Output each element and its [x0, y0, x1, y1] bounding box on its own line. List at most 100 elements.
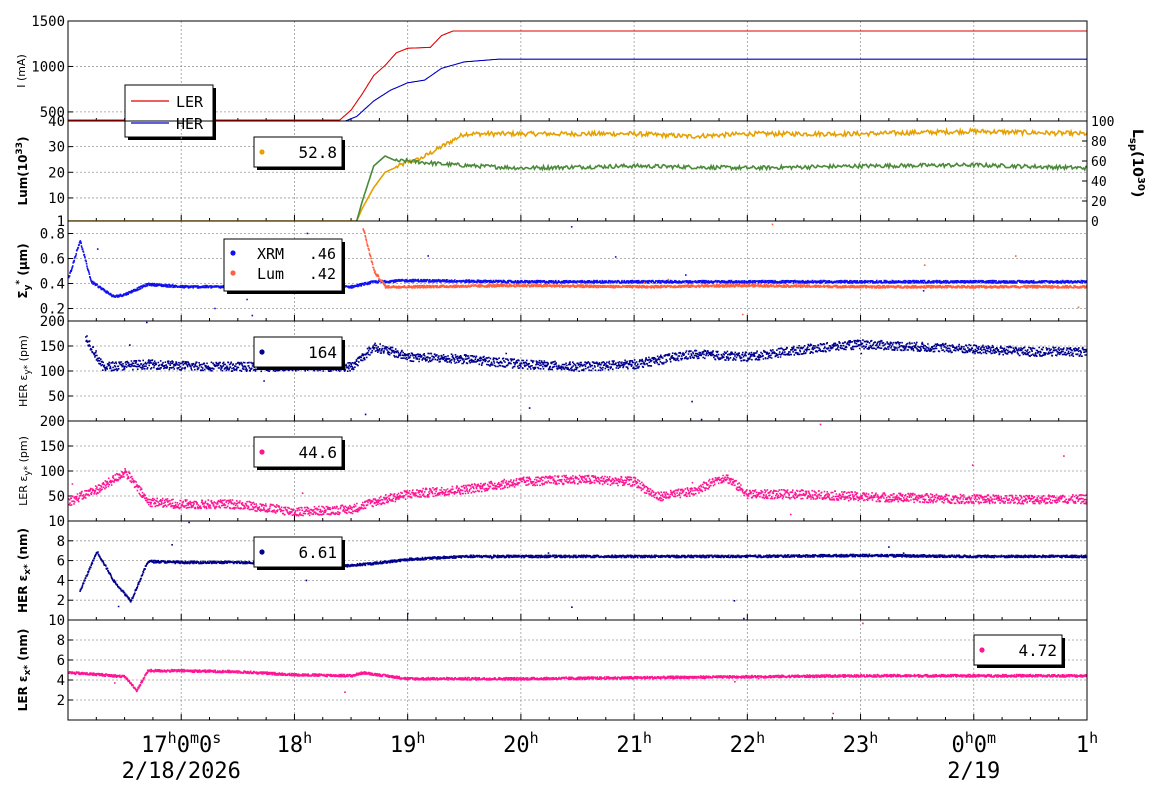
panel-her_eps_y: 50 100 150 200 HER εy* (pm) 164 — [17, 314, 1088, 422]
y-axis-label-part: Σ — [16, 290, 30, 298]
legend-box — [253, 436, 343, 468]
y-axis-label: LER εy* (pm) — [17, 436, 33, 506]
panel-series — [68, 30, 1087, 121]
series-line-Lum — [68, 126, 1087, 221]
xtick-label: 18h — [277, 729, 313, 758]
legend: LER HER — [124, 84, 216, 140]
legend-label: Lum — [257, 265, 284, 283]
y-axis-label-part: x* — [23, 665, 33, 676]
y2tick-label: 60 — [1091, 155, 1107, 170]
legend-value: 6.61 — [298, 543, 337, 562]
xtick-label-part: h — [303, 729, 312, 747]
y-axis-label-part: y* — [23, 465, 33, 475]
y-axis-label: Σy* (μm) — [15, 243, 33, 298]
xtick-label-part: h — [965, 729, 974, 747]
xtick-label-part: h — [643, 729, 652, 747]
series-line-LER — [68, 30, 1087, 121]
panel-ler_eps_y: 50 100 150 200 LER εy* (pm) 44.6 — [17, 414, 1088, 522]
series-points-LERx — [68, 622, 1087, 715]
panel-her_eps_x: 2 4 6 8 10 HER εx* (nm) 6.61 — [16, 514, 1088, 621]
panel-frame — [67, 20, 1088, 122]
xtick-label: 20h — [503, 729, 539, 758]
y2-axis-label-exp: 30 — [1135, 177, 1146, 191]
ytick-label: 1000 — [31, 59, 65, 75]
ytick-label: 30 — [48, 140, 65, 156]
legend-value: 52.8 — [298, 143, 337, 162]
panel-ler_eps_x: 2 4 6 8 10 LER εx* (nm) 4.72 — [16, 613, 1088, 721]
ytick-label: 0.4 — [40, 277, 65, 293]
ytick-label: 2 — [57, 693, 65, 709]
y-axis-label-part: * — [15, 280, 25, 285]
legend-dot — [259, 549, 265, 555]
legend-box — [223, 238, 343, 292]
legend: 164 — [253, 336, 345, 370]
xtick-label-part: 1 — [1076, 733, 1089, 758]
xtick-label-part: s — [212, 729, 221, 747]
ytick-label: 8 — [57, 633, 65, 649]
ytick-label: 4 — [57, 573, 65, 589]
ytick-label: 50 — [48, 389, 65, 405]
y2tick-label: 20 — [1091, 195, 1107, 210]
legend: 4.72 — [973, 634, 1065, 668]
date-label: 2/19 — [947, 759, 1000, 782]
xtick-label-part: 19 — [390, 733, 417, 758]
ytick-label: 150 — [40, 439, 65, 455]
legend-value: .46 — [309, 245, 336, 263]
xtick-label-part: 17 — [141, 733, 168, 758]
xtick-label: 0h0m — [951, 729, 996, 758]
ytick-label: 0.8 — [40, 227, 65, 243]
xtick-label-part: h — [168, 729, 177, 747]
ytick-label: 6 — [57, 653, 65, 669]
xtick-label: 17h0m0s — [141, 729, 221, 758]
y-axis-label-part: HER ε — [17, 375, 30, 407]
ytick-label: 10 — [48, 191, 65, 207]
y-axis-label: HER εx* (nm) — [16, 528, 33, 613]
y-axis-label-part: (μm) — [16, 243, 30, 279]
y-axis-label-part: x* — [23, 564, 33, 575]
xtick-label-part: 20 — [503, 733, 530, 758]
xtick-label-part: 0 — [951, 733, 964, 758]
xtick-label-part: 22 — [730, 733, 757, 758]
ytick-label: 10 — [48, 613, 65, 629]
y-axis-label-part: (pm) — [17, 335, 30, 365]
legend-value: .42 — [309, 265, 336, 283]
legend-label: XRM — [257, 245, 284, 263]
legend-value: 44.6 — [298, 443, 337, 462]
legend-box — [253, 336, 343, 368]
y-axis-label-part: LER ε — [17, 476, 30, 506]
legend-dot — [230, 270, 236, 276]
ytick-label: 0.2 — [40, 302, 65, 318]
y-axis-label-part: LER ε — [16, 675, 30, 711]
xtick-label-part: 0 — [974, 733, 987, 758]
panel-frame — [67, 520, 1088, 621]
panel-series — [68, 223, 1087, 317]
panel-series — [79, 521, 1087, 620]
xtick-label-part: h — [416, 729, 425, 747]
y-axis-label-part: y* — [23, 364, 33, 374]
xtick-label-part: 0 — [199, 733, 212, 758]
y2tick-label: 100 — [1091, 115, 1114, 130]
ytick-label: 6 — [57, 554, 65, 570]
legend-label: LER — [176, 93, 204, 111]
y2tick-label: 40 — [1091, 175, 1107, 190]
series-points-LERy — [68, 423, 1087, 517]
ytick-label: 8 — [57, 534, 65, 550]
legend: XRM .46 Lum .42 — [223, 238, 345, 294]
panel-series — [68, 126, 1087, 221]
y-axis-label-part: (nm) — [16, 528, 30, 564]
panel-current: 500 1000 1500 I (mA) LER HER — [15, 14, 1088, 140]
y2-axis-label-unit: (10 — [1129, 151, 1145, 177]
panel-series — [68, 423, 1087, 517]
xtick-label: 1h — [1076, 729, 1098, 758]
legend-dot — [979, 647, 985, 653]
legend-box — [973, 634, 1063, 666]
y2tick-label: 0 — [1091, 215, 1099, 230]
y-axis-label-part: 33 — [15, 142, 25, 155]
y2-axis-label-main: L — [1129, 129, 1145, 138]
xtick-label-part: 21 — [616, 733, 643, 758]
y-axis-label: Lum(1033) — [15, 137, 30, 206]
xtick-label-part: 0 — [177, 733, 190, 758]
series-line-HER — [68, 58, 1087, 121]
legend-value: 164 — [308, 343, 337, 362]
